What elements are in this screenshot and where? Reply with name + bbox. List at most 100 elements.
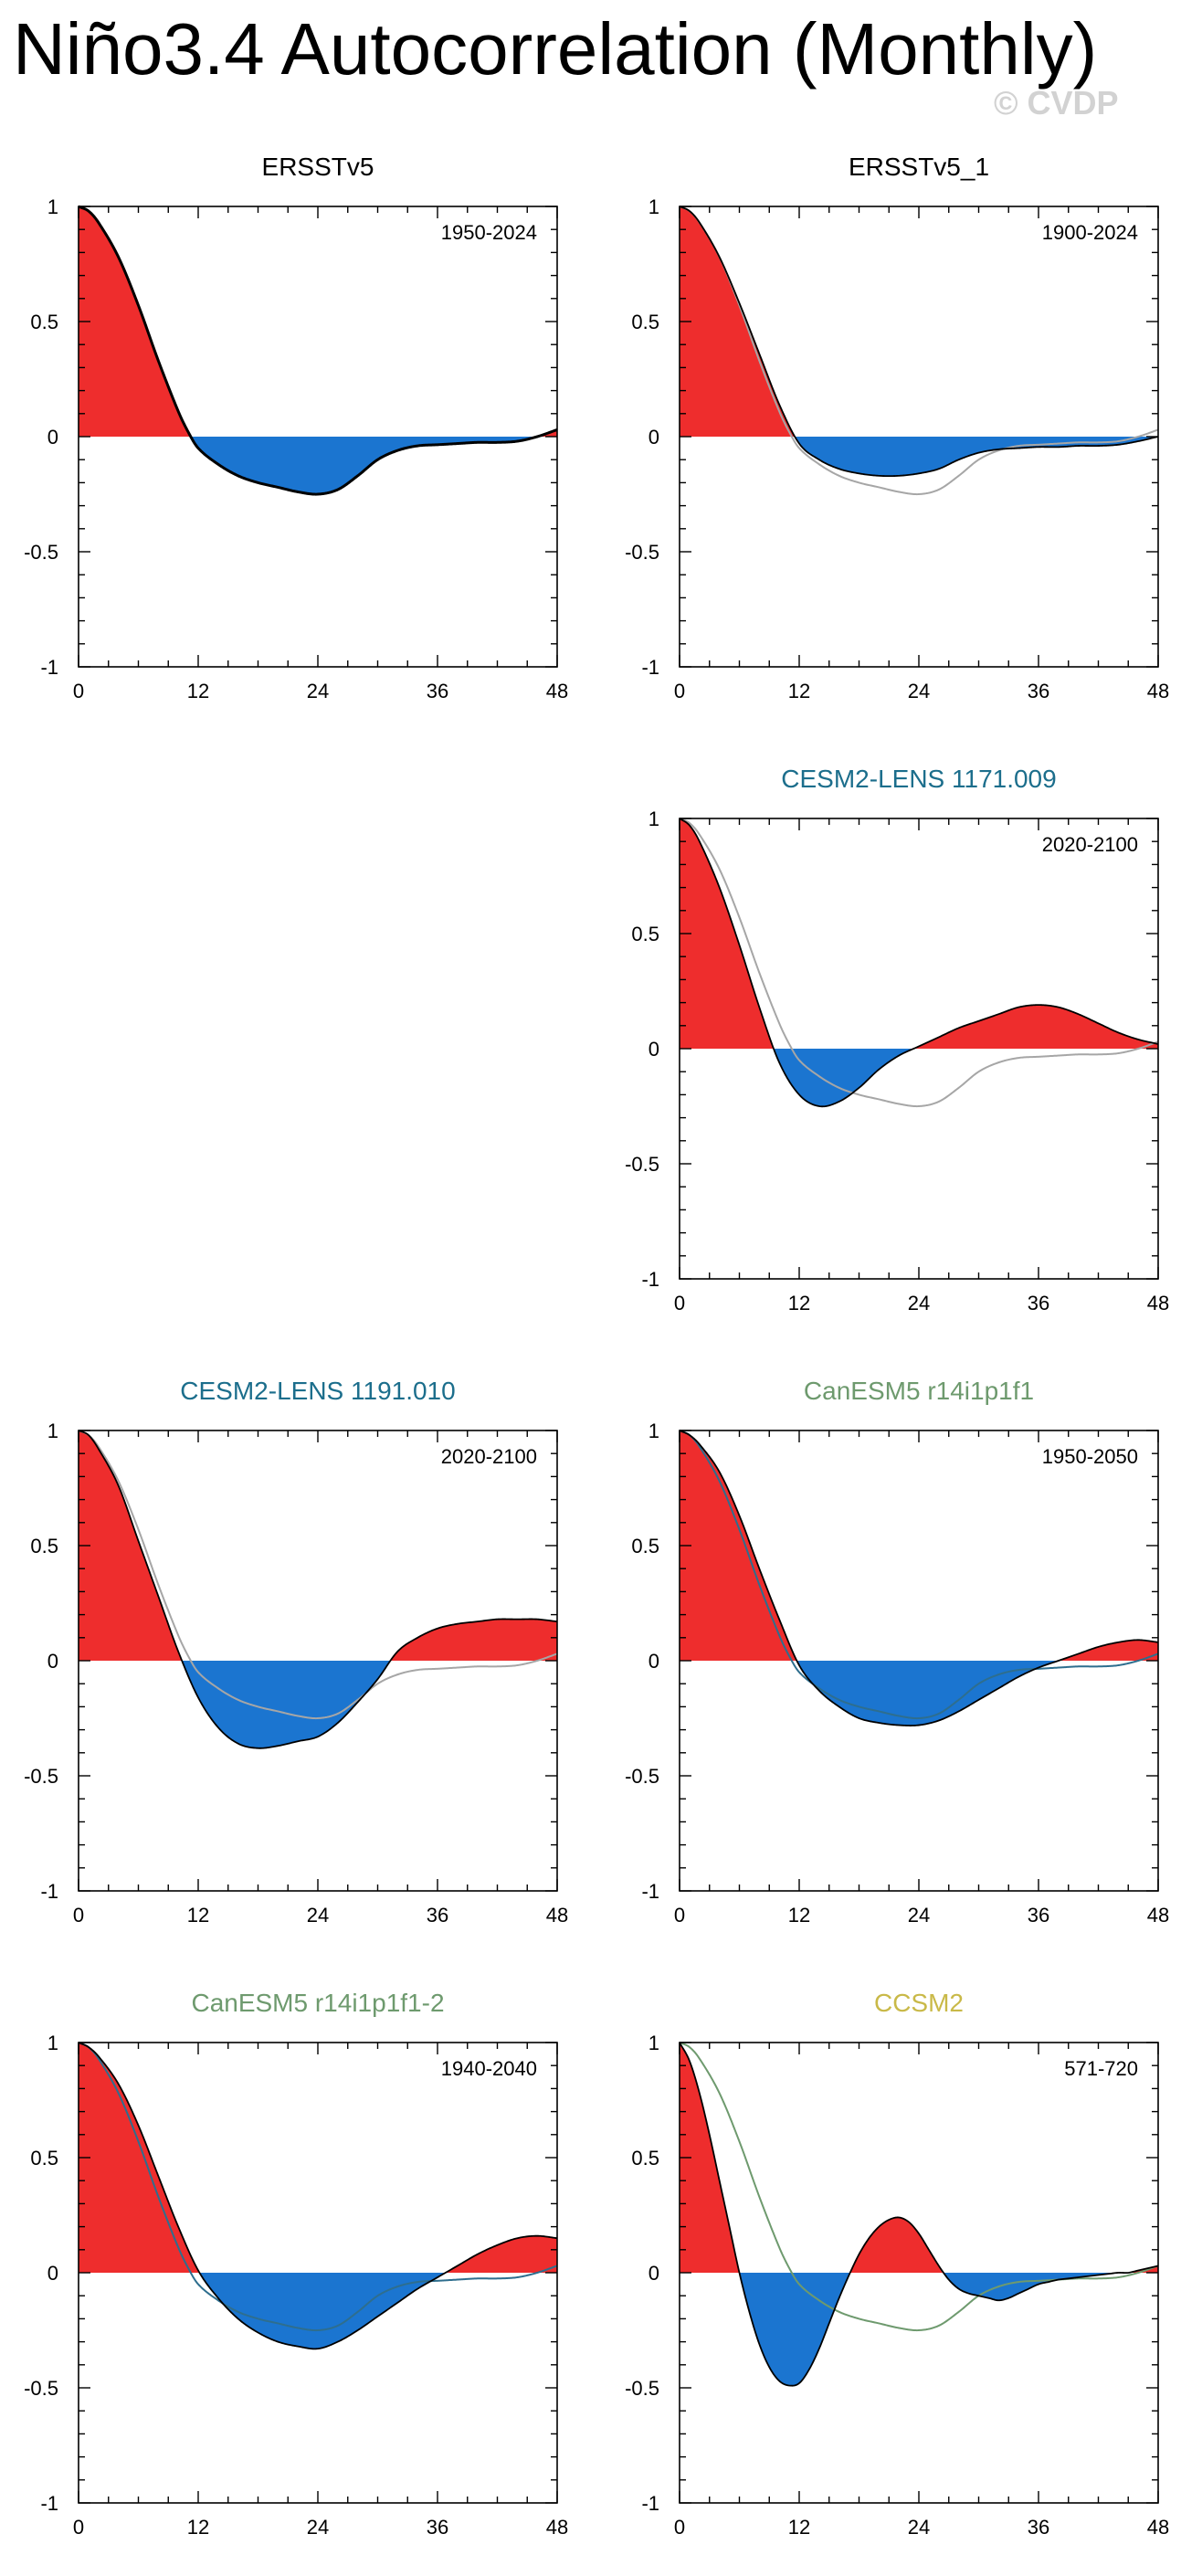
x-tick-label: 48 bbox=[1147, 680, 1169, 702]
y-tick-label: -1 bbox=[641, 1880, 659, 1903]
y-tick-label: 1 bbox=[648, 1420, 659, 1442]
negative-area bbox=[79, 2273, 557, 2349]
y-tick-label: -1 bbox=[40, 656, 58, 679]
x-tick-label: 12 bbox=[788, 1292, 810, 1314]
y-tick-label: 1 bbox=[47, 195, 58, 218]
panel-5: 0 12 24 36 48 1 0.5 0 -0.5 -1 CanESM5 r14i1p1f1 195… bbox=[625, 1377, 1169, 1927]
y-tick-label: 0 bbox=[648, 2262, 659, 2285]
x-tick-label: 48 bbox=[546, 1904, 568, 1927]
panel-4: 0 12 24 36 48 1 0.5 0 -0.5 -1 CESM2-LENS 1191.010 2… bbox=[24, 1377, 568, 1927]
panel-7: 0 12 24 36 48 1 0.5 0 -0.5 -1 CCSM2 571-720 bbox=[625, 1989, 1169, 2539]
x-tick-label: 12 bbox=[187, 680, 209, 702]
positive-area bbox=[680, 2043, 1158, 2273]
y-tick-label: 0 bbox=[47, 2262, 58, 2285]
panel-title: CanESM5 r14i1p1f1 bbox=[804, 1377, 1034, 1405]
y-tick-label: -1 bbox=[40, 2492, 58, 2515]
y-tick-label: 0.5 bbox=[631, 2147, 659, 2170]
y-tick-label: 1 bbox=[47, 1420, 58, 1442]
period-label: 571-720 bbox=[1064, 2057, 1138, 2080]
y-tick-label: -1 bbox=[641, 1268, 659, 1291]
y-tick-label: 0.5 bbox=[30, 311, 58, 333]
y-tick-label: -0.5 bbox=[24, 541, 58, 564]
reference-line bbox=[78, 2042, 558, 2332]
x-tick-label: 0 bbox=[674, 1292, 685, 1314]
panel-3: 0 12 24 36 48 1 0.5 0 -0.5 -1 CESM2-LENS 1171.009 2… bbox=[625, 765, 1169, 1314]
panel-title: CESM2-LENS 1191.010 bbox=[180, 1377, 455, 1405]
y-tick-label: -0.5 bbox=[625, 1765, 659, 1788]
y-tick-label: 0 bbox=[648, 1650, 659, 1673]
positive-area bbox=[680, 1431, 1158, 1661]
period-label: 2020-2100 bbox=[1042, 833, 1138, 856]
y-tick-label: 0 bbox=[648, 426, 659, 449]
x-tick-label: 0 bbox=[674, 680, 685, 702]
x-tick-label: 24 bbox=[307, 2516, 329, 2539]
negative-area bbox=[680, 1049, 1158, 1107]
series-line bbox=[78, 205, 558, 496]
x-tick-label: 48 bbox=[546, 2516, 568, 2539]
positive-area bbox=[680, 206, 1158, 437]
panel-1: 0 12 24 36 48 1 0.5 0 -0.5 -1 ERSSTv5 1950-2024 bbox=[24, 153, 568, 702]
negative-area bbox=[79, 1661, 557, 1748]
y-tick-label: 1 bbox=[648, 2032, 659, 2054]
y-tick-label: 0 bbox=[648, 1038, 659, 1061]
period-label: 1950-2024 bbox=[441, 221, 537, 244]
positive-area bbox=[79, 1431, 557, 1661]
x-tick-label: 0 bbox=[73, 1904, 84, 1927]
reference-line bbox=[679, 206, 1159, 496]
panel-title: ERSSTv5_1 bbox=[849, 153, 989, 181]
reference-line bbox=[679, 1430, 1159, 1720]
positive-area bbox=[680, 818, 1158, 1049]
x-tick-label: 36 bbox=[427, 1904, 448, 1927]
panel-title: CESM2-LENS 1171.009 bbox=[781, 765, 1056, 793]
x-tick-label: 36 bbox=[427, 2516, 448, 2539]
y-tick-label: 0 bbox=[47, 426, 58, 449]
x-tick-label: 0 bbox=[674, 1904, 685, 1927]
x-tick-label: 0 bbox=[674, 2516, 685, 2539]
y-tick-label: -0.5 bbox=[24, 1765, 58, 1788]
main-title: Niño3.4 Autocorrelation (Monthly) bbox=[13, 8, 1098, 90]
panel-title: CanESM5 r14i1p1f1-2 bbox=[191, 1989, 444, 2017]
x-tick-label: 24 bbox=[908, 2516, 930, 2539]
y-tick-label: 0.5 bbox=[30, 2147, 58, 2170]
x-tick-label: 36 bbox=[427, 680, 448, 702]
series-line bbox=[78, 1430, 558, 1749]
reference-line bbox=[679, 2042, 1159, 2332]
negative-area bbox=[680, 1661, 1158, 1726]
y-tick-label: 1 bbox=[648, 808, 659, 830]
y-tick-label: -0.5 bbox=[24, 2377, 58, 2400]
x-tick-label: 12 bbox=[187, 1904, 209, 1927]
y-tick-label: -0.5 bbox=[625, 1153, 659, 1176]
period-label: 1940-2040 bbox=[441, 2057, 537, 2080]
x-tick-label: 12 bbox=[788, 1904, 810, 1927]
y-tick-label: 1 bbox=[47, 2032, 58, 2054]
y-tick-label: -0.5 bbox=[625, 2377, 659, 2400]
y-tick-label: -0.5 bbox=[625, 541, 659, 564]
negative-area bbox=[680, 2273, 1158, 2386]
series-line bbox=[679, 2042, 1159, 2387]
reference-line bbox=[679, 818, 1159, 1108]
x-tick-label: 48 bbox=[1147, 2516, 1169, 2539]
y-tick-label: 0.5 bbox=[631, 923, 659, 945]
x-tick-label: 36 bbox=[1028, 680, 1049, 702]
x-tick-label: 24 bbox=[307, 680, 329, 702]
x-tick-label: 12 bbox=[788, 680, 810, 702]
x-tick-label: 12 bbox=[788, 2516, 810, 2539]
series-line bbox=[679, 206, 1159, 478]
x-tick-label: 0 bbox=[73, 680, 84, 702]
period-label: 1950-2050 bbox=[1042, 1445, 1138, 1468]
x-tick-label: 24 bbox=[908, 680, 930, 702]
x-tick-label: 36 bbox=[1028, 1904, 1049, 1927]
positive-area bbox=[79, 206, 557, 437]
series-line bbox=[679, 1430, 1159, 1726]
watermark: © CVDP bbox=[994, 84, 1119, 121]
period-label: 1900-2024 bbox=[1042, 221, 1138, 244]
panel-title: ERSSTv5 bbox=[262, 153, 374, 181]
y-tick-label: -1 bbox=[40, 1880, 58, 1903]
panel-2: 0 12 24 36 48 1 0.5 0 -0.5 -1 ERSSTv5_1 1900-2024 bbox=[625, 153, 1169, 702]
x-tick-label: 36 bbox=[1028, 1292, 1049, 1314]
panel-6: 0 12 24 36 48 1 0.5 0 -0.5 -1 CanESM5 r14i1p1f1-2 1… bbox=[24, 1989, 568, 2539]
panel-title: CCSM2 bbox=[874, 1989, 964, 2017]
period-label: 2020-2100 bbox=[441, 1445, 537, 1468]
y-tick-label: 0.5 bbox=[631, 311, 659, 333]
